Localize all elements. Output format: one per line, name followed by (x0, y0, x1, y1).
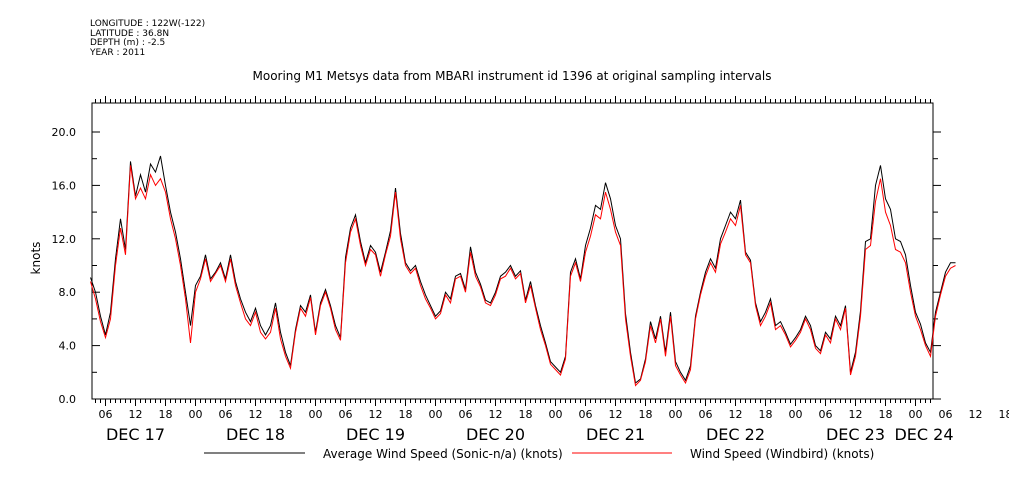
x-tick-label: 06 (819, 408, 833, 421)
chart-title: Mooring M1 Metsys data from MBARI instru… (253, 69, 772, 83)
x-tick-label: 06 (579, 408, 593, 421)
x-tick-label: 12 (249, 408, 263, 421)
x-tick-label: 06 (99, 408, 113, 421)
x-tick-label: 18 (519, 408, 533, 421)
legend-label-red: Wind Speed (Windbird) (knots) (690, 447, 874, 461)
date-label: DEC 24 (894, 425, 953, 444)
x-tick-labels: 06 12 18 00 06 12 18 00 06 12 18 00 06 12 18 00 06 12 18 00… (99, 408, 1009, 421)
date-label: DEC 18 (226, 425, 285, 444)
axis-ticks (92, 96, 941, 406)
date-label: DEC 23 (826, 425, 885, 444)
x-tick-label: 12 (849, 408, 863, 421)
x-tick-label: 18 (159, 408, 173, 421)
x-tick-label: 00 (789, 408, 803, 421)
year-label: YEAR : 2011 (90, 47, 146, 58)
latitude-label: LATITUDE : 36.8N (90, 28, 170, 39)
y-tick-label: 20.0 (52, 126, 77, 139)
x-tick-label: 12 (489, 408, 503, 421)
x-tick-label: 18 (639, 408, 653, 421)
x-tick-label: 18 (759, 408, 773, 421)
x-tick-label: 18 (399, 408, 413, 421)
x-tick-label: 12 (609, 408, 623, 421)
series-line-average-wind-speed (90, 155, 956, 384)
x-tick-label: 12 (729, 408, 743, 421)
date-labels: DEC 17 DEC 18 DEC 19 DEC 20 DEC 21 DEC 22 DEC … (106, 425, 954, 444)
x-tick-label: 18 (279, 408, 293, 421)
y-tick-label: 8.0 (59, 286, 77, 299)
y-axis-label: knots (29, 242, 43, 275)
series-group (90, 155, 956, 387)
legend-label-black: Average Wind Speed (Sonic-n/a) (knots) (323, 447, 563, 461)
x-tick-label: 00 (429, 408, 443, 421)
series-line-windbird-wind-speed (90, 165, 956, 387)
x-tick-label: 00 (909, 408, 923, 421)
x-tick-label: 12 (129, 408, 143, 421)
depth-label: DEPTH (m) : -2.5 (90, 38, 166, 48)
date-label: DEC 22 (706, 425, 765, 444)
y-tick-label: 16.0 (52, 179, 77, 192)
date-label: DEC 20 (466, 425, 525, 444)
y-tick-label: 12.0 (52, 233, 77, 246)
x-tick-label: 00 (189, 408, 203, 421)
x-tick-label: 18 (999, 408, 1009, 421)
x-tick-label: 06 (459, 408, 473, 421)
x-tick-label: 18 (879, 408, 893, 421)
longitude-label: LONGITUDE : 122W(-122) (90, 19, 206, 29)
x-tick-label: 06 (339, 408, 353, 421)
date-label: DEC 21 (586, 425, 645, 444)
y-tick-label: 0.0 (59, 393, 77, 406)
x-tick-label: 00 (669, 408, 683, 421)
x-tick-label: 06 (699, 408, 713, 421)
x-tick-label: 12 (969, 408, 983, 421)
plot-frame (91, 102, 934, 400)
x-tick-label: 00 (309, 408, 323, 421)
y-tick-label: 4.0 (59, 340, 77, 353)
metadata-block: LONGITUDE : 122W(-122) LATITUDE : 36.8N … (90, 19, 206, 58)
y-tick-labels: 0.0 4.0 8.0 12.0 16.0 20.0 (52, 126, 77, 406)
date-label: DEC 19 (346, 425, 405, 444)
x-tick-label: 06 (219, 408, 233, 421)
x-tick-label: 12 (369, 408, 383, 421)
date-label: DEC 17 (106, 425, 165, 444)
x-tick-label: 00 (549, 408, 563, 421)
x-tick-label: 06 (939, 408, 953, 421)
